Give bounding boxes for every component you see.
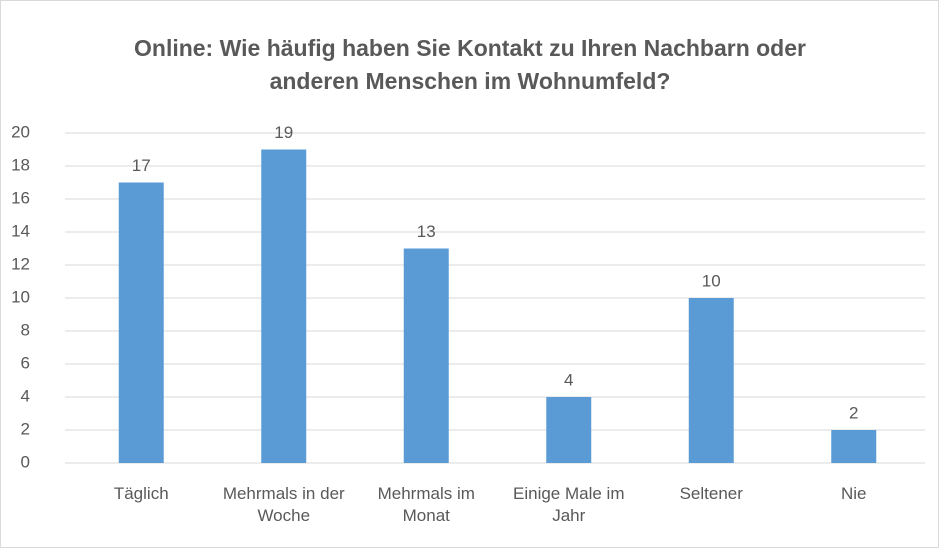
- x-tick-label: Mehrmals im Monat: [377, 484, 475, 525]
- data-label: 10: [702, 271, 721, 290]
- y-tick-label: 16: [11, 188, 30, 207]
- bar: [261, 149, 307, 463]
- y-tick-label: 4: [21, 386, 30, 405]
- y-tick-label: 2: [21, 419, 30, 438]
- y-tick-label: 20: [11, 122, 30, 141]
- data-label: 4: [564, 370, 573, 389]
- bar: [831, 430, 877, 463]
- y-tick-label: 14: [11, 221, 30, 240]
- x-tick-label: Einige Male im Jahr: [513, 484, 625, 525]
- y-tick-label: 0: [21, 452, 30, 471]
- data-label: 2: [849, 403, 858, 422]
- bar: [546, 397, 592, 463]
- x-tick-label: Seltener: [679, 484, 743, 503]
- data-label: 19: [274, 123, 293, 142]
- x-tick-label: Täglich: [113, 484, 169, 503]
- chart-title: Online: Wie häufig haben Sie Kontakt zu …: [134, 35, 806, 94]
- y-tick-label: 8: [21, 320, 30, 339]
- y-tick-label: 12: [11, 254, 30, 273]
- data-label: 13: [417, 222, 436, 241]
- bar: [403, 248, 449, 463]
- y-tick-label: 10: [11, 287, 30, 306]
- x-tick-label: Mehrmals in der Woche: [222, 484, 345, 525]
- bar: [118, 182, 164, 463]
- y-tick-label: 18: [11, 155, 30, 174]
- data-label: 17: [132, 156, 151, 175]
- y-tick-label: 6: [21, 353, 30, 372]
- bar: [688, 298, 734, 463]
- x-tick-label: Nie: [840, 484, 867, 503]
